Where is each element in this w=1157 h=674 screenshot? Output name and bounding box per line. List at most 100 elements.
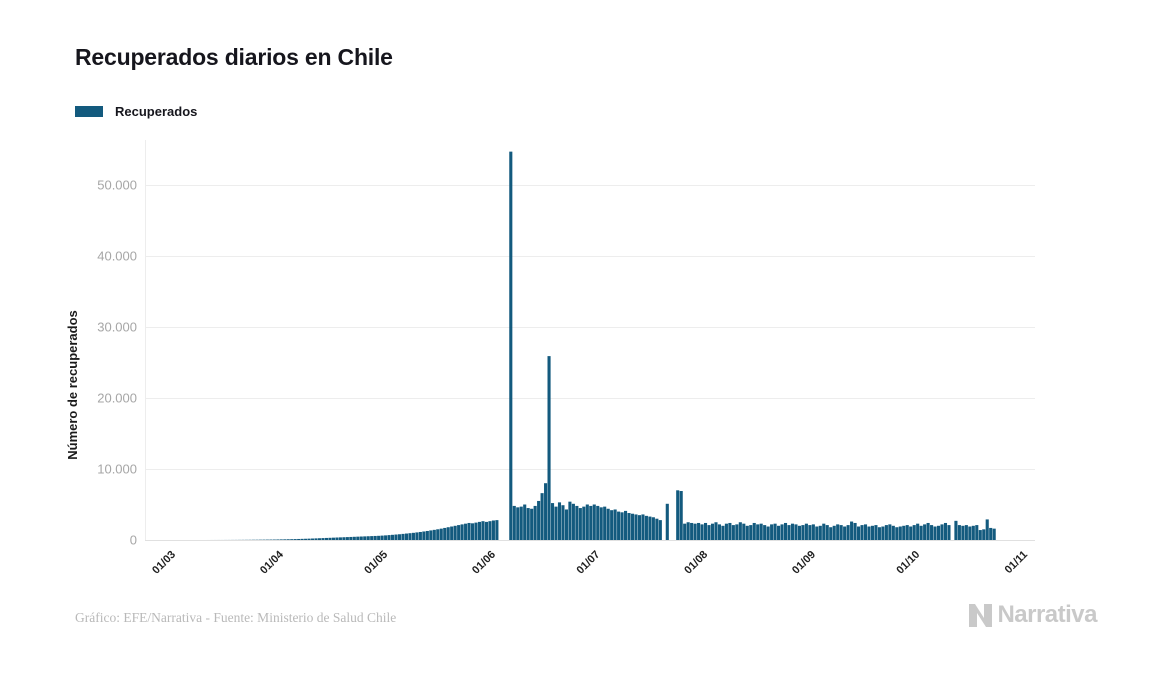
bar (290, 539, 294, 540)
bar (526, 508, 530, 540)
bar (471, 523, 475, 541)
y-tick-label: 10.000 (97, 462, 137, 477)
bar (947, 525, 951, 540)
bar (770, 524, 774, 540)
bar (304, 538, 308, 540)
bar (738, 522, 742, 540)
bar (624, 510, 628, 540)
bar (665, 503, 669, 540)
bar (311, 538, 315, 540)
bar (766, 526, 770, 540)
bar (877, 527, 881, 540)
bar (530, 508, 534, 540)
bar (703, 522, 708, 540)
bar (832, 525, 836, 540)
bar (982, 529, 986, 540)
bar (815, 526, 819, 540)
bar (710, 523, 715, 540)
grid-layer (145, 140, 1035, 541)
bar (599, 507, 603, 540)
bar (707, 525, 711, 540)
bar (283, 539, 287, 540)
bar (989, 527, 993, 540)
bar (843, 526, 847, 540)
bar (523, 504, 527, 540)
bar (676, 490, 680, 540)
bar (881, 526, 885, 540)
bar (857, 526, 861, 540)
bar (790, 523, 795, 540)
bar (829, 527, 833, 540)
bar (895, 527, 899, 540)
bar (630, 513, 635, 540)
bars-layer (206, 151, 996, 541)
bar (338, 537, 342, 540)
bar (985, 519, 989, 540)
bar (314, 538, 318, 540)
bar (537, 500, 541, 540)
bar (571, 503, 575, 540)
x-tick-label: 01/04 (258, 548, 287, 577)
bar (363, 536, 367, 540)
bar (884, 525, 888, 540)
bar (422, 531, 426, 540)
bar (891, 525, 895, 540)
bar (401, 533, 405, 540)
bar (756, 524, 760, 540)
bar (457, 525, 461, 540)
bar (909, 526, 913, 540)
bar (352, 536, 356, 540)
bar (380, 535, 384, 540)
bar (961, 525, 965, 540)
narrativa-logo-text: Narrativa (997, 601, 1097, 628)
bar (533, 505, 537, 540)
bar (391, 534, 395, 540)
bar (335, 537, 339, 540)
bar (975, 525, 979, 540)
bar (905, 525, 909, 540)
bar (627, 513, 631, 540)
bar (606, 508, 610, 540)
bar (585, 504, 589, 540)
bar (439, 528, 443, 540)
y-tick-label: 40.000 (97, 249, 137, 264)
bar (721, 525, 725, 540)
bar (425, 530, 429, 540)
bar (797, 525, 801, 540)
bar (411, 532, 415, 540)
y-tick-label: 50.000 (97, 178, 137, 193)
legend-label: Recuperados (115, 104, 198, 119)
bar (370, 536, 374, 541)
bar (919, 525, 923, 540)
bar (460, 524, 464, 540)
bar (912, 525, 916, 540)
bar (596, 505, 600, 540)
bar (801, 525, 805, 540)
bar (366, 536, 370, 540)
bar (693, 523, 697, 540)
bar (610, 510, 614, 540)
bar (752, 522, 756, 540)
bar (450, 526, 454, 540)
bar (387, 535, 391, 540)
bar (759, 523, 763, 540)
bar (564, 509, 568, 540)
bar (745, 525, 749, 540)
bar (279, 539, 283, 540)
bar (547, 356, 551, 540)
bar (561, 505, 565, 540)
bar (575, 505, 579, 540)
bar (717, 524, 721, 540)
bar (700, 524, 704, 540)
page-title: Recuperados diarios en Chile (75, 44, 393, 70)
bar (811, 524, 815, 540)
bar (495, 520, 499, 540)
bar (926, 522, 930, 540)
bar (870, 525, 875, 540)
bar (620, 512, 624, 540)
bar (477, 521, 482, 540)
bar (714, 522, 718, 540)
bar (589, 505, 593, 540)
bar (557, 502, 562, 540)
bar (554, 506, 558, 540)
